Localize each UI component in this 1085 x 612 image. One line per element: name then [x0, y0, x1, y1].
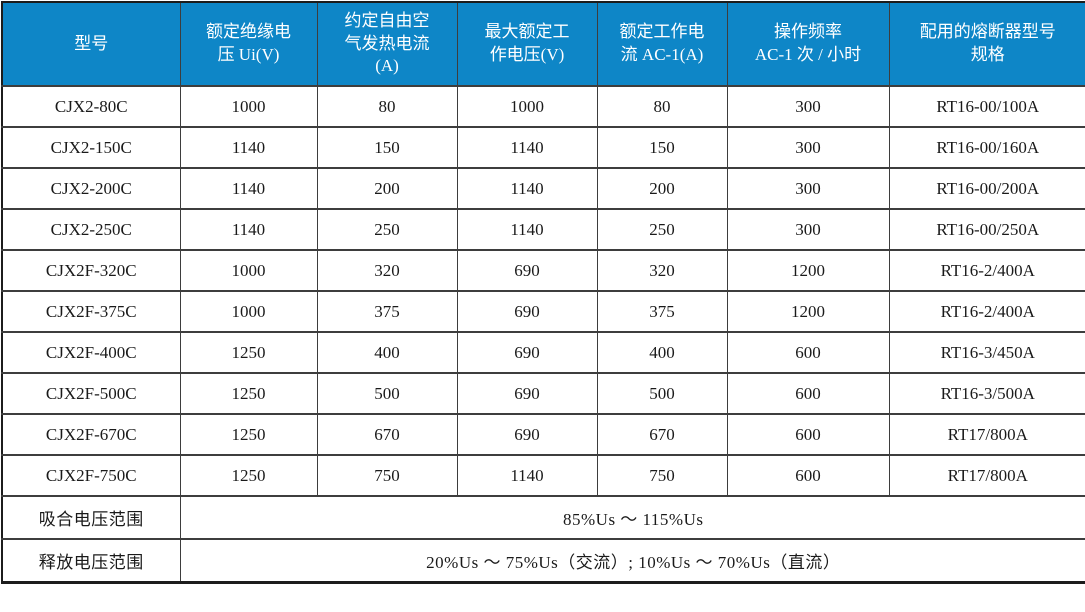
value-cell: RT17/800A: [888, 454, 1085, 497]
value-cell: 600: [726, 331, 890, 374]
model-cell: CJX2-150C: [1, 126, 181, 169]
value-cell: RT16-00/160A: [888, 126, 1085, 169]
footer-value: 85%Us ～ 115%Us: [179, 495, 1085, 540]
value-cell: 1000: [179, 290, 318, 333]
value-cell: 1140: [179, 167, 318, 210]
model-cell: CJX2F-500C: [1, 372, 181, 415]
table-header: 型号 额定绝缘电 压 Ui(V) 约定自由空 气发热电流 (A) 最大额定工 作电压(…: [1, 1, 1085, 87]
value-cell: 600: [726, 413, 890, 456]
footer-row: 吸合电压范围 85%Us ～ 115%Us: [1, 495, 1085, 540]
value-cell: 300: [726, 85, 890, 128]
value-cell: 80: [316, 85, 458, 128]
value-cell: 500: [316, 372, 458, 415]
value-cell: RT16-00/250A: [888, 208, 1085, 251]
value-cell: 690: [456, 331, 598, 374]
value-cell: RT16-00/100A: [888, 85, 1085, 128]
column-header-3: 最大额定工 作电压(V): [456, 1, 598, 87]
table-row: CJX2F-500C 1250 500 690 500 600 RT16-3/500A: [1, 372, 1085, 415]
value-cell: 1250: [179, 413, 318, 456]
value-cell: 320: [596, 249, 728, 292]
table-row: CJX2F-750C 1250 750 1140 750 600 RT17/800A: [1, 454, 1085, 497]
column-header-0: 型号: [1, 1, 181, 87]
column-header-1: 额定绝缘电 压 Ui(V): [179, 1, 318, 87]
value-cell: RT16-3/450A: [888, 331, 1085, 374]
model-cell: CJX2F-320C: [1, 249, 181, 292]
table-row: CJX2F-320C 1000 320 690 320 1200 RT16-2/400A: [1, 249, 1085, 292]
value-cell: 400: [316, 331, 458, 374]
value-cell: 1140: [179, 126, 318, 169]
value-cell: 300: [726, 208, 890, 251]
model-cell: CJX2-200C: [1, 167, 181, 210]
header-row: 型号 额定绝缘电 压 Ui(V) 约定自由空 气发热电流 (A) 最大额定工 作电压(…: [1, 1, 1085, 87]
value-cell: 300: [726, 167, 890, 210]
table-row: CJX2-80C 1000 80 1000 80 300 RT16-00/100A: [1, 85, 1085, 128]
table-row: CJX2F-400C 1250 400 690 400 600 RT16-3/450A: [1, 331, 1085, 374]
value-cell: 1200: [726, 290, 890, 333]
value-cell: 1000: [179, 85, 318, 128]
value-cell: 690: [456, 249, 598, 292]
value-cell: 1140: [456, 126, 598, 169]
value-cell: 400: [596, 331, 728, 374]
model-cell: CJX2-80C: [1, 85, 181, 128]
footer-label: 释放电压范围: [1, 538, 181, 583]
value-cell: 200: [596, 167, 728, 210]
contactor-spec-table: 型号 额定绝缘电 压 Ui(V) 约定自由空 气发热电流 (A) 最大额定工 作电压(…: [1, 1, 1085, 584]
value-cell: 375: [596, 290, 728, 333]
column-header-2: 约定自由空 气发热电流 (A): [316, 1, 458, 87]
table-row: CJX2F-375C 1000 375 690 375 1200 RT16-2/400A: [1, 290, 1085, 333]
value-cell: 1200: [726, 249, 890, 292]
value-cell: 1140: [456, 208, 598, 251]
value-cell: 750: [316, 454, 458, 497]
model-cell: CJX2-250C: [1, 208, 181, 251]
value-cell: 1000: [456, 85, 598, 128]
footer-value: 20%Us ～ 75%Us（交流）; 10%Us ～ 70%Us（直流）: [179, 538, 1085, 583]
value-cell: 1000: [179, 249, 318, 292]
column-header-6: 配用的熔断器型号 规格: [888, 1, 1085, 87]
value-cell: 250: [316, 208, 458, 251]
model-cell: CJX2F-750C: [1, 454, 181, 497]
value-cell: 1250: [179, 372, 318, 415]
value-cell: 1250: [179, 454, 318, 497]
value-cell: 500: [596, 372, 728, 415]
table-row: CJX2F-670C 1250 670 690 670 600 RT17/800A: [1, 413, 1085, 456]
value-cell: 600: [726, 454, 890, 497]
value-cell: 320: [316, 249, 458, 292]
table-body: CJX2-80C 1000 80 1000 80 300 RT16-00/100A CJX2-…: [1, 85, 1085, 583]
value-cell: 80: [596, 85, 728, 128]
value-cell: 300: [726, 126, 890, 169]
value-cell: 1250: [179, 331, 318, 374]
value-cell: RT17/800A: [888, 413, 1085, 456]
table-row: CJX2-200C 1140 200 1140 200 300 RT16-00/200A: [1, 167, 1085, 210]
value-cell: RT16-00/200A: [888, 167, 1085, 210]
value-cell: 375: [316, 290, 458, 333]
footer-row: 释放电压范围 20%Us ～ 75%Us（交流）; 10%Us ～ 70%Us（直…: [1, 538, 1085, 583]
value-cell: RT16-2/400A: [888, 249, 1085, 292]
model-cell: CJX2F-400C: [1, 331, 181, 374]
table-row: CJX2-250C 1140 250 1140 250 300 RT16-00/250A: [1, 208, 1085, 251]
value-cell: 690: [456, 290, 598, 333]
value-cell: 1140: [456, 167, 598, 210]
value-cell: 670: [316, 413, 458, 456]
value-cell: 750: [596, 454, 728, 497]
column-header-5: 操作频率 AC-1 次 / 小时: [726, 1, 890, 87]
model-cell: CJX2F-670C: [1, 413, 181, 456]
value-cell: 250: [596, 208, 728, 251]
model-cell: CJX2F-375C: [1, 290, 181, 333]
footer-label: 吸合电压范围: [1, 495, 181, 540]
value-cell: 200: [316, 167, 458, 210]
value-cell: 1140: [179, 208, 318, 251]
value-cell: 690: [456, 413, 598, 456]
value-cell: RT16-3/500A: [888, 372, 1085, 415]
value-cell: 150: [316, 126, 458, 169]
value-cell: 670: [596, 413, 728, 456]
table-row: CJX2-150C 1140 150 1140 150 300 RT16-00/160A: [1, 126, 1085, 169]
value-cell: RT16-2/400A: [888, 290, 1085, 333]
value-cell: 600: [726, 372, 890, 415]
value-cell: 150: [596, 126, 728, 169]
value-cell: 690: [456, 372, 598, 415]
column-header-4: 额定工作电 流 AC-1(A): [596, 1, 728, 87]
value-cell: 1140: [456, 454, 598, 497]
